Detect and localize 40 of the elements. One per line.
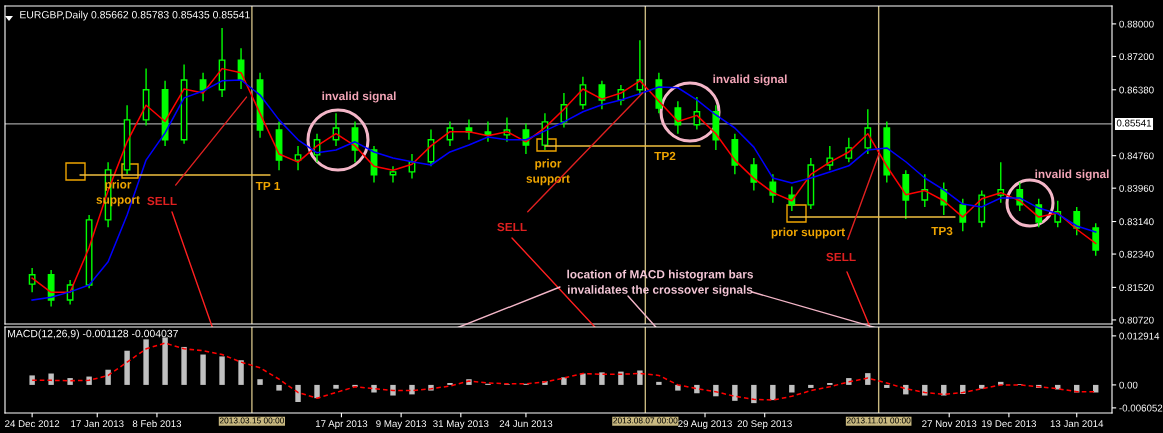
ref-line-label: 2013.11.01 00:00	[846, 417, 911, 424]
x-tick-label: 29 Aug 2013	[678, 420, 732, 430]
y-tick-label: 0.80720	[1119, 316, 1154, 324]
y-tick-label: 0.012914	[1119, 332, 1160, 340]
x-tick-label: 31 May 2013	[433, 420, 489, 430]
x-tick-label: 20 Sep 2013	[737, 420, 792, 430]
annotation: invalid signal	[1035, 169, 1109, 181]
x-tick-label: 13 Jan 2014	[1050, 420, 1104, 428]
annotation: SELL	[826, 252, 856, 262]
x-tick-label: 24 Dec 2012	[5, 420, 60, 428]
x-tick-label: 24 Jun 2013	[499, 420, 553, 428]
y-tick-label: 0.87200	[1119, 53, 1154, 61]
x-tick-label: 19 Dec 2013	[982, 420, 1037, 428]
annotation: invalid signal	[713, 74, 787, 86]
y-tick-label: 0.81520	[1119, 284, 1154, 292]
ref-line-label: 2013.03.15 00:00	[219, 417, 285, 424]
y-tick-label: 0.83960	[1119, 184, 1154, 192]
annotation: TP2	[654, 151, 676, 161]
y-tick-label: -0.006052	[1119, 404, 1163, 412]
x-tick-label: 17 Jan 2013	[71, 420, 124, 428]
y-tick-label: 0.83140	[1119, 218, 1154, 226]
y-tick-label: 0.86380	[1119, 86, 1154, 94]
x-tick-label: 9 May 2013	[376, 420, 427, 430]
y-tick-label: 0.88000	[1119, 20, 1154, 28]
y-tick-label: 0.82340	[1119, 250, 1154, 258]
annotation: SELL	[497, 222, 527, 232]
y-tick-label: 0.84760	[1119, 152, 1154, 160]
annotation: SELL	[147, 196, 177, 206]
x-tick-label: 27 Nov 2013	[922, 420, 977, 428]
chart-title: EURGBP,Daily 0.85662 0.85783 0.85435 0.85541	[20, 10, 250, 21]
annotation: prior support	[771, 227, 845, 239]
y-tick-label: 0.00	[1119, 381, 1138, 389]
ref-line-label: 2013.08.07 00:00	[613, 417, 678, 424]
chart-title: MACD(12,26,9) -0.001128 -0.004037	[8, 329, 178, 340]
x-tick-label: 8 Feb 2013	[132, 419, 182, 428]
annotation: TP3	[931, 226, 953, 236]
ref-line-label: 0.85541	[1116, 119, 1152, 127]
x-tick-label: 17 Apr 2013	[315, 420, 368, 430]
annotation: invalid signal	[322, 91, 396, 103]
annotation: TP 1	[255, 181, 281, 191]
